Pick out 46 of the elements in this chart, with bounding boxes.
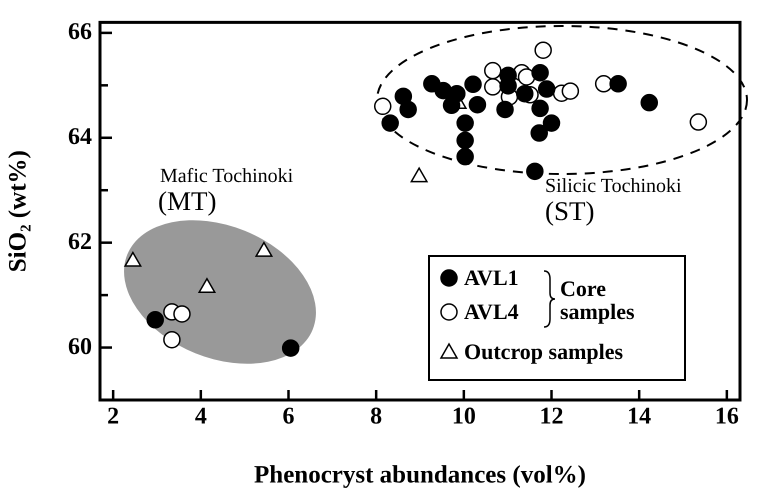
annotation: Core samples: [560, 276, 636, 324]
point: [456, 114, 474, 132]
point: [442, 96, 460, 114]
x-tick-label: 4: [194, 404, 207, 430]
legend-label: AVL1: [464, 265, 519, 291]
point: [526, 162, 544, 180]
annotation: Silicic Tochinoki: [545, 175, 682, 197]
point: [146, 311, 164, 329]
y-tick-label: 60: [68, 334, 92, 360]
y-tick-label: 64: [68, 124, 92, 150]
point: [518, 68, 536, 86]
point: [468, 96, 486, 114]
x-tick-label: 6: [282, 404, 294, 430]
y-tick-label: 66: [68, 19, 92, 46]
point: [464, 76, 482, 94]
annotation: (MT): [158, 186, 216, 216]
point: [531, 64, 549, 82]
point: [640, 94, 658, 112]
legend-label: AVL4: [464, 299, 519, 325]
point: [282, 339, 300, 357]
x-tick-label: 16: [714, 404, 739, 430]
annotation: (ST): [545, 196, 594, 226]
x-tick-label: 12: [540, 404, 564, 430]
point: [394, 88, 412, 106]
annotation: Mafic Tochinoki: [160, 165, 294, 187]
point: [496, 100, 514, 118]
y-axis-title: SiO₂ (wt%): [4, 150, 32, 272]
point: [456, 148, 474, 166]
point: [163, 330, 181, 348]
point: [542, 114, 560, 132]
point: [173, 305, 191, 323]
point: [516, 84, 534, 102]
point: [538, 80, 556, 98]
x-axis-title: Phenocryst abundances (vol%): [254, 461, 586, 488]
point: [399, 100, 417, 118]
x-tick-label: 2: [107, 404, 120, 430]
point: [609, 75, 627, 93]
y-tick-label: 62: [68, 228, 92, 255]
point: [456, 132, 474, 150]
point: [381, 114, 399, 132]
x-tick-label: 14: [627, 404, 652, 430]
x-tick-label: 8: [370, 404, 382, 430]
x-tick-label: 10: [452, 404, 476, 430]
point: [531, 100, 549, 118]
legend-label: Outcrop samples: [464, 339, 624, 365]
point: [530, 124, 548, 142]
